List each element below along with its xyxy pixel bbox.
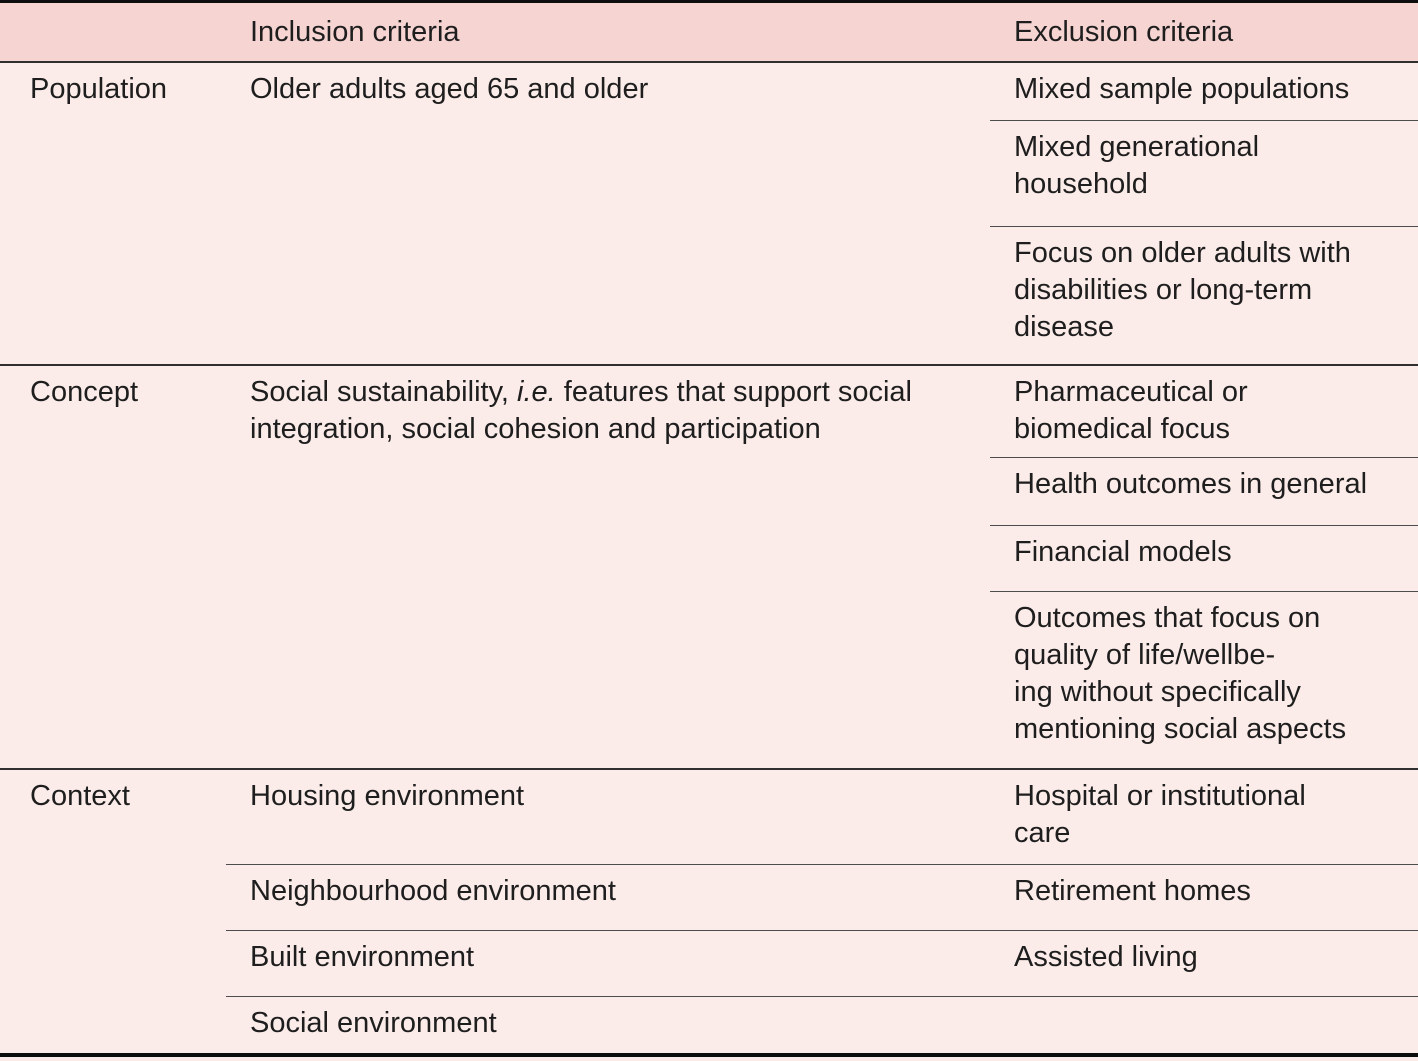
concept-inclusion-cell: Social sustainability, i.e. features tha… bbox=[226, 366, 990, 768]
inclusion-subcell: Neighbourhood environment bbox=[250, 875, 616, 907]
inclusion-subcell: Built environment bbox=[250, 941, 475, 973]
context-subrow: Housing environment Hospital or institut… bbox=[226, 770, 1418, 864]
table-bottom-border bbox=[0, 1053, 1418, 1057]
context-subrows: Housing environment Hospital or institut… bbox=[226, 770, 1418, 1053]
row-label-context: Context bbox=[30, 780, 130, 812]
context-subrow: Neighbourhood environment Retirement hom… bbox=[226, 864, 1418, 930]
row-concept: Concept Social sustainability, i.e. feat… bbox=[0, 364, 1418, 768]
population-inclusion-cell: Older adults aged 65 and older bbox=[250, 73, 649, 105]
exclusion-subcell: Hospital or institutional care bbox=[1014, 780, 1306, 849]
context-subrow: Built environment Assisted living bbox=[226, 930, 1418, 996]
header-empty-cell bbox=[0, 3, 226, 61]
exclusion-subcell: Pharmaceutical or biomedical focus bbox=[1014, 376, 1248, 445]
row-context: Context Housing environment Hospital or … bbox=[0, 768, 1418, 1053]
exclusion-subcell: Mixed generational household bbox=[990, 120, 1418, 226]
exclusion-subcell: Retirement homes bbox=[1014, 875, 1251, 907]
exclusion-subcell: Assisted living bbox=[1014, 941, 1198, 973]
inclusion-subcell: Housing environment bbox=[250, 780, 525, 812]
exclusion-subcell: Focus on older adults with disabilities … bbox=[990, 226, 1418, 364]
row-label-concept: Concept bbox=[30, 376, 139, 408]
table-bottom-strip bbox=[0, 1057, 1418, 1059]
header-inclusion-criteria: Inclusion criteria bbox=[250, 15, 460, 48]
concept-exclusion-cells: Pharmaceutical or biomedical focus Healt… bbox=[990, 366, 1418, 768]
concept-inclusion-text: Social sustainability, bbox=[250, 376, 518, 408]
row-population: Population Older adults aged 65 and olde… bbox=[0, 63, 1418, 364]
concept-inclusion-text: features that support social bbox=[555, 376, 912, 408]
population-exclusion-cells: Mixed sample populations Mixed generatio… bbox=[990, 63, 1418, 364]
concept-inclusion-italic: i.e. bbox=[517, 376, 556, 408]
concept-inclusion-text: integration, social cohesion and partici… bbox=[250, 413, 821, 445]
exclusion-subcell: Mixed sample populations bbox=[1014, 73, 1350, 105]
inclusion-subcell: Social environment bbox=[250, 1007, 497, 1039]
row-label-population: Population bbox=[30, 73, 168, 105]
table-header-row: Inclusion criteria Exclusion criteria bbox=[0, 3, 1418, 63]
exclusion-subcell bbox=[990, 997, 1418, 1053]
context-subrow: Social environment bbox=[226, 996, 1418, 1053]
header-exclusion-criteria: Exclusion criteria bbox=[1014, 15, 1234, 48]
exclusion-subcell: Outcomes that focus on quality of life/w… bbox=[990, 591, 1418, 768]
exclusion-subcell: Financial models bbox=[990, 525, 1418, 591]
exclusion-subcell: Health outcomes in general bbox=[990, 457, 1418, 525]
